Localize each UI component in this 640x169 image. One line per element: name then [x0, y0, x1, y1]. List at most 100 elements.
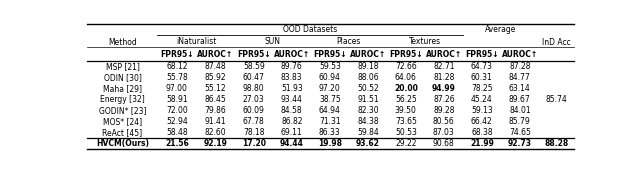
Text: 63.14: 63.14	[509, 84, 531, 93]
Text: 87.03: 87.03	[433, 128, 454, 137]
Text: 82.71: 82.71	[433, 62, 454, 71]
Text: 59.53: 59.53	[319, 62, 340, 71]
Text: 84.58: 84.58	[281, 106, 303, 115]
Text: 56.25: 56.25	[395, 95, 417, 104]
Text: 82.60: 82.60	[205, 128, 227, 137]
Text: 20.00: 20.00	[394, 84, 418, 93]
Text: 73.65: 73.65	[395, 117, 417, 126]
Text: 21.56: 21.56	[165, 139, 189, 148]
Text: AUROC↑: AUROC↑	[502, 50, 538, 58]
Text: 92.73: 92.73	[508, 139, 532, 148]
Text: FPR95↓: FPR95↓	[313, 50, 347, 58]
Text: HVCM(Ours): HVCM(Ours)	[96, 139, 149, 148]
Text: 86.82: 86.82	[281, 117, 303, 126]
Text: 67.78: 67.78	[243, 117, 265, 126]
Text: MSP [21]: MSP [21]	[106, 62, 140, 71]
Text: SUN: SUN	[265, 37, 281, 46]
Text: 60.47: 60.47	[243, 73, 265, 82]
Text: Maha [29]: Maha [29]	[103, 84, 142, 93]
Text: 78.18: 78.18	[243, 128, 264, 137]
Text: 58.59: 58.59	[243, 62, 265, 71]
Text: 60.31: 60.31	[471, 73, 493, 82]
Text: 21.99: 21.99	[470, 139, 494, 148]
Text: 82.30: 82.30	[357, 106, 379, 115]
Text: 71.31: 71.31	[319, 117, 340, 126]
Text: AUROC↑: AUROC↑	[197, 50, 234, 58]
Text: 69.11: 69.11	[281, 128, 303, 137]
Text: 85.74: 85.74	[545, 95, 567, 104]
Text: 27.03: 27.03	[243, 95, 265, 104]
Text: 85.92: 85.92	[205, 73, 227, 82]
Text: 68.38: 68.38	[471, 128, 493, 137]
Text: 91.51: 91.51	[357, 95, 379, 104]
Text: 60.09: 60.09	[243, 106, 265, 115]
Text: 29.22: 29.22	[395, 139, 417, 148]
Text: 97.20: 97.20	[319, 84, 340, 93]
Text: 68.12: 68.12	[166, 62, 188, 71]
Text: 89.18: 89.18	[357, 62, 379, 71]
Text: 81.28: 81.28	[433, 73, 454, 82]
Text: 38.75: 38.75	[319, 95, 340, 104]
Text: 87.26: 87.26	[433, 95, 454, 104]
Text: 89.76: 89.76	[281, 62, 303, 71]
Text: MOS* [24]: MOS* [24]	[103, 117, 142, 126]
Text: 86.45: 86.45	[205, 95, 227, 104]
Text: 88.28: 88.28	[544, 139, 568, 148]
Text: 58.91: 58.91	[166, 95, 188, 104]
Text: 17.20: 17.20	[242, 139, 266, 148]
Text: 91.41: 91.41	[205, 117, 227, 126]
Text: FPR95↓: FPR95↓	[237, 50, 271, 58]
Text: 80.56: 80.56	[433, 117, 454, 126]
Text: Energy [32]: Energy [32]	[100, 95, 145, 104]
Text: InD Acc: InD Acc	[542, 38, 570, 47]
Text: FPR95↓: FPR95↓	[389, 50, 422, 58]
Text: 92.19: 92.19	[204, 139, 227, 148]
Text: 94.99: 94.99	[432, 84, 456, 93]
Text: 51.93: 51.93	[281, 84, 303, 93]
Text: 52.94: 52.94	[166, 117, 188, 126]
Text: 78.25: 78.25	[471, 84, 493, 93]
Text: 84.77: 84.77	[509, 73, 531, 82]
Text: OOD Datasets: OOD Datasets	[283, 25, 337, 34]
Text: FPR95↓: FPR95↓	[160, 50, 194, 58]
Text: 50.52: 50.52	[357, 84, 379, 93]
Text: ODIN [30]: ODIN [30]	[104, 73, 141, 82]
Text: AUROC↑: AUROC↑	[274, 50, 310, 58]
Text: 79.86: 79.86	[205, 106, 227, 115]
Text: 64.73: 64.73	[471, 62, 493, 71]
Text: 93.44: 93.44	[281, 95, 303, 104]
Text: 64.06: 64.06	[395, 73, 417, 82]
Text: Places: Places	[337, 37, 361, 46]
Text: 45.24: 45.24	[471, 95, 493, 104]
Text: 85.79: 85.79	[509, 117, 531, 126]
Text: 93.62: 93.62	[356, 139, 380, 148]
Text: 88.06: 88.06	[357, 73, 379, 82]
Text: 55.12: 55.12	[205, 84, 227, 93]
Text: 86.33: 86.33	[319, 128, 340, 137]
Text: 60.94: 60.94	[319, 73, 340, 82]
Text: 66.42: 66.42	[471, 117, 493, 126]
Text: 39.50: 39.50	[395, 106, 417, 115]
Text: Average: Average	[485, 25, 516, 34]
Text: 97.00: 97.00	[166, 84, 188, 93]
Text: Method: Method	[108, 38, 137, 47]
Text: iNaturalist: iNaturalist	[176, 37, 216, 46]
Text: 19.98: 19.98	[318, 139, 342, 148]
Text: 58.48: 58.48	[166, 128, 188, 137]
Text: 64.94: 64.94	[319, 106, 340, 115]
Text: 89.28: 89.28	[433, 106, 454, 115]
Text: 59.13: 59.13	[471, 106, 493, 115]
Text: FPR95↓: FPR95↓	[465, 50, 499, 58]
Text: 84.38: 84.38	[357, 117, 379, 126]
Text: 74.65: 74.65	[509, 128, 531, 137]
Text: 94.44: 94.44	[280, 139, 304, 148]
Text: 87.48: 87.48	[205, 62, 227, 71]
Text: 83.83: 83.83	[281, 73, 303, 82]
Text: AUROC↑: AUROC↑	[426, 50, 462, 58]
Text: 98.80: 98.80	[243, 84, 264, 93]
Text: 89.67: 89.67	[509, 95, 531, 104]
Text: AUROC↑: AUROC↑	[349, 50, 386, 58]
Text: Textures: Textures	[409, 37, 441, 46]
Text: 84.01: 84.01	[509, 106, 531, 115]
Text: 87.28: 87.28	[509, 62, 531, 71]
